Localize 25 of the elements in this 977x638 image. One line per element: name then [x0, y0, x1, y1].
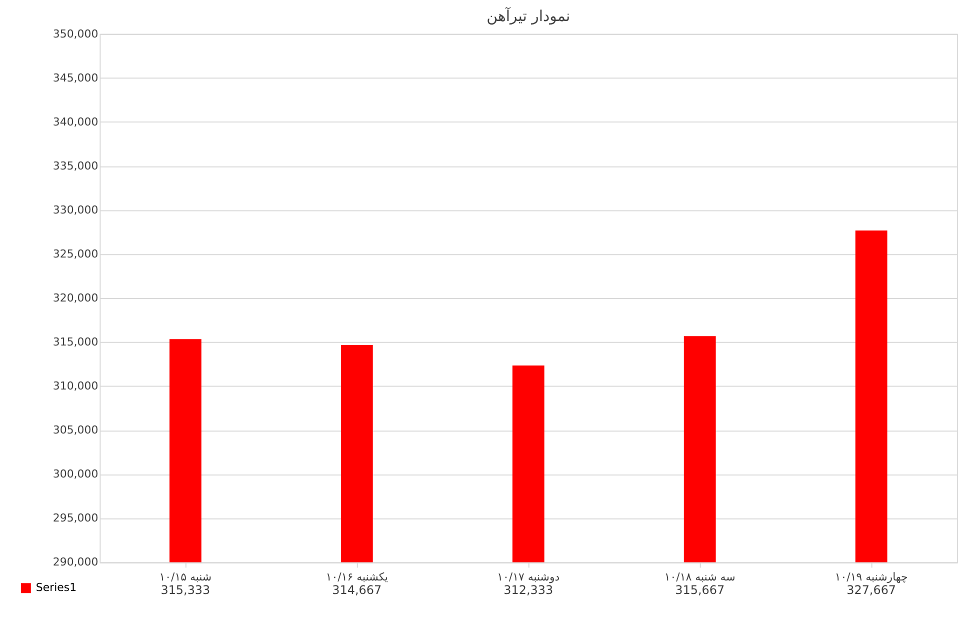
y-tick-label: 290,000: [52, 556, 98, 569]
y-tick-label: 330,000: [52, 203, 98, 216]
y-tick-label: 350,000: [52, 27, 98, 40]
chart-title: نمودار تیرآهن: [486, 6, 570, 25]
data-label: 315,333: [160, 583, 210, 598]
y-tick-label: 315,000: [52, 336, 98, 349]
y-tick-label: 295,000: [52, 512, 98, 525]
y-tick-label: 345,000: [52, 71, 98, 84]
y-tick-label: 310,000: [52, 380, 98, 393]
legend-label: Series1: [36, 581, 77, 594]
data-label: 314,667: [332, 583, 382, 598]
y-tick-label: 300,000: [52, 468, 98, 481]
data-label: 312,333: [504, 583, 554, 598]
x-tick-label: یکشنبه ۱۰/۱۶: [326, 570, 388, 584]
x-tick-label: سه شنبه ۱۰/۱۸: [664, 570, 736, 584]
data-label: 327,667: [846, 583, 896, 598]
y-tick-label: 305,000: [52, 424, 98, 437]
y-tick-label: 340,000: [52, 115, 98, 128]
y-tick-label: 325,000: [52, 247, 98, 260]
x-tick-label: شنبه ۱۰/۱۵: [159, 570, 212, 584]
x-tick-label: دوشنبه ۱۰/۱۷: [497, 570, 560, 584]
x-tick-label: چهارشنبه ۱۰/۱۹: [834, 570, 908, 584]
y-tick-label: 320,000: [52, 292, 98, 304]
y-tick-label: 335,000: [52, 159, 98, 172]
data-label: 315,667: [675, 583, 725, 598]
